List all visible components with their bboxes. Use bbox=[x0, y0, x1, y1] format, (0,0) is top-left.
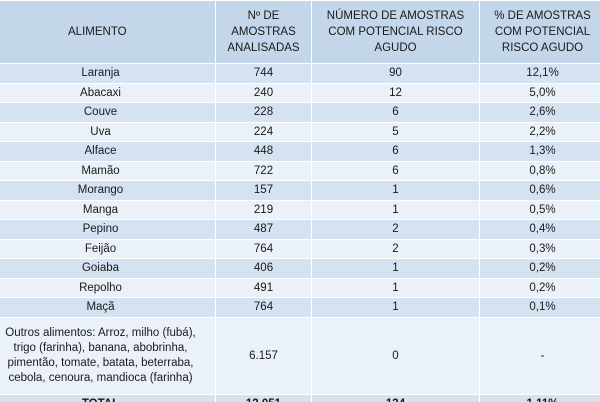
table-row: Uva 224 5 2,2% bbox=[0, 121, 600, 142]
pct-cell: 5,0% bbox=[479, 82, 600, 103]
risk-cell: 6 bbox=[311, 160, 480, 181]
table-row: Alface 448 6 1,3% bbox=[0, 141, 600, 162]
table-row: Laranja 744 90 12,1% bbox=[0, 63, 600, 84]
risk-cell: 1 bbox=[311, 297, 480, 318]
samples-cell: 224 bbox=[215, 121, 312, 142]
other-foods-line: cebola, cenoura, mandioca (farinha) bbox=[8, 371, 193, 384]
samples-cell: 406 bbox=[215, 258, 312, 279]
total-samples: 12.051 bbox=[215, 393, 312, 402]
food-cell: Laranja bbox=[0, 63, 216, 84]
table-row: Goiaba 406 1 0,2% bbox=[0, 258, 600, 279]
header-percent: % DE AMOSTRAS COM POTENCIAL RISCO AGUDO bbox=[479, 0, 600, 64]
other-foods-label: Outros alimentos: Arroz, milho (fubá), t… bbox=[0, 316, 216, 395]
header-amostras: Nº DE AMOSTRAS ANALISADAS bbox=[215, 0, 312, 64]
header-risco: NÚMERO DE AMOSTRAS COM POTENCIAL RISCO A… bbox=[311, 0, 480, 64]
total-pct: 1,11% bbox=[479, 393, 600, 402]
food-cell: Goiaba bbox=[0, 258, 216, 279]
pct-cell: 0,2% bbox=[479, 258, 600, 279]
pct-cell: 0,6% bbox=[479, 180, 600, 201]
other-pct-cell: - bbox=[479, 316, 600, 395]
pct-cell: 2,2% bbox=[479, 121, 600, 142]
risk-cell: 90 bbox=[311, 63, 480, 84]
table-row: Manga 219 1 0,5% bbox=[0, 199, 600, 220]
pct-cell: 1,3% bbox=[479, 141, 600, 162]
header-alimento: ALIMENTO bbox=[0, 0, 216, 64]
pct-cell: 0,1% bbox=[479, 297, 600, 318]
samples-cell: 228 bbox=[215, 102, 312, 123]
samples-cell: 491 bbox=[215, 277, 312, 298]
food-cell: Abacaxi bbox=[0, 82, 216, 103]
table-row: Feijão 764 2 0,3% bbox=[0, 238, 600, 259]
food-cell: Manga bbox=[0, 199, 216, 220]
food-cell: Mamão bbox=[0, 160, 216, 181]
table-row: Abacaxi 240 12 5,0% bbox=[0, 82, 600, 103]
table-row: Repolho 491 1 0,2% bbox=[0, 277, 600, 298]
samples-cell: 240 bbox=[215, 82, 312, 103]
total-row: TOTAL 12.051 134 1,11% bbox=[0, 393, 600, 402]
food-cell: Couve bbox=[0, 102, 216, 123]
other-foods-line: pimentão, tomate, batata, beterraba, bbox=[7, 356, 194, 369]
food-cell: Pepino bbox=[0, 219, 216, 240]
food-cell: Uva bbox=[0, 121, 216, 142]
samples-cell: 219 bbox=[215, 199, 312, 220]
samples-cell: 157 bbox=[215, 180, 312, 201]
samples-cell: 744 bbox=[215, 63, 312, 84]
table-row: Morango 157 1 0,6% bbox=[0, 180, 600, 201]
other-foods-line: Outros alimentos: Arroz, milho (fubá), bbox=[5, 326, 196, 339]
other-samples-cell: 6.157 bbox=[215, 316, 312, 395]
table-row: Couve 228 6 2,6% bbox=[0, 102, 600, 123]
table-row: Pepino 487 2 0,4% bbox=[0, 219, 600, 240]
risk-cell: 6 bbox=[311, 102, 480, 123]
other-risk-cell: 0 bbox=[311, 316, 480, 395]
risk-cell: 1 bbox=[311, 199, 480, 220]
pct-cell: 2,6% bbox=[479, 102, 600, 123]
risk-cell: 1 bbox=[311, 180, 480, 201]
pct-cell: 0,8% bbox=[479, 160, 600, 181]
risk-cell: 6 bbox=[311, 141, 480, 162]
other-foods-row: Outros alimentos: Arroz, milho (fubá), t… bbox=[0, 316, 600, 395]
samples-cell: 722 bbox=[215, 160, 312, 181]
total-risk: 134 bbox=[311, 393, 480, 402]
pct-cell: 0,3% bbox=[479, 238, 600, 259]
pct-cell: 0,5% bbox=[479, 199, 600, 220]
samples-cell: 487 bbox=[215, 219, 312, 240]
samples-cell: 448 bbox=[215, 141, 312, 162]
food-cell: Feijão bbox=[0, 238, 216, 259]
table-row: Maçã 764 1 0,1% bbox=[0, 297, 600, 318]
risk-cell: 1 bbox=[311, 258, 480, 279]
pct-cell: 0,2% bbox=[479, 277, 600, 298]
risk-cell: 1 bbox=[311, 277, 480, 298]
food-cell: Morango bbox=[0, 180, 216, 201]
header-row: ALIMENTO Nº DE AMOSTRAS ANALISADAS NÚMER… bbox=[0, 0, 600, 64]
pct-cell: 12,1% bbox=[479, 63, 600, 84]
total-label: TOTAL bbox=[0, 393, 216, 402]
samples-cell: 764 bbox=[215, 297, 312, 318]
food-cell: Alface bbox=[0, 141, 216, 162]
table-row: Mamão 722 6 0,8% bbox=[0, 160, 600, 181]
risk-cell: 12 bbox=[311, 82, 480, 103]
pct-cell: 0,4% bbox=[479, 219, 600, 240]
risk-cell: 2 bbox=[311, 238, 480, 259]
risk-cell: 2 bbox=[311, 219, 480, 240]
other-foods-line: trigo (farinha), banana, abobrinha, bbox=[13, 341, 188, 354]
risk-cell: 5 bbox=[311, 121, 480, 142]
food-cell: Repolho bbox=[0, 277, 216, 298]
samples-cell: 764 bbox=[215, 238, 312, 259]
food-cell: Maçã bbox=[0, 297, 216, 318]
